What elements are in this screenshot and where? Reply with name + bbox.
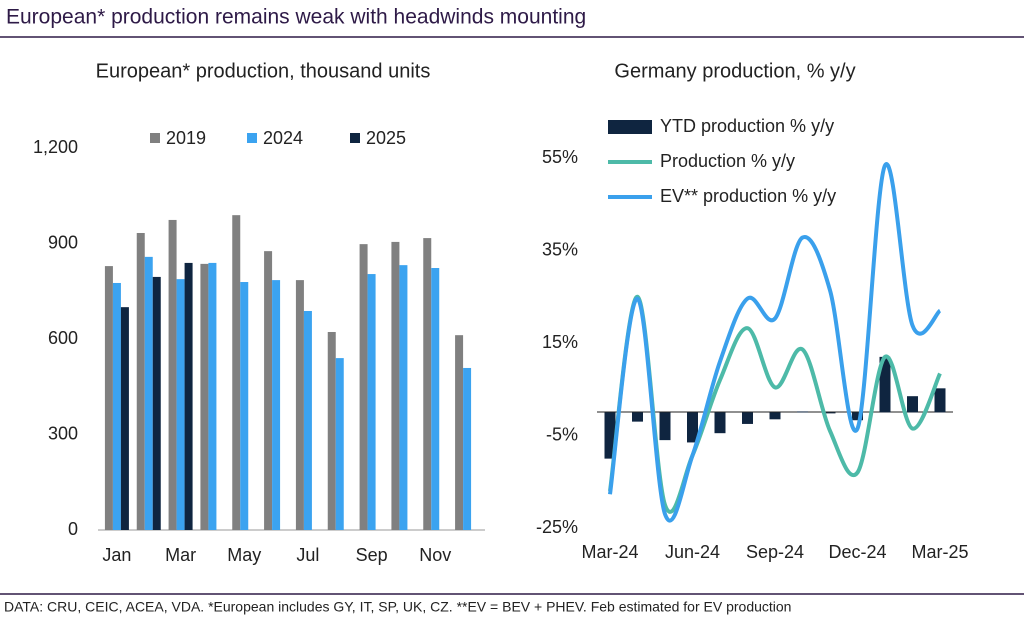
bar bbox=[184, 262, 193, 530]
bar bbox=[264, 251, 273, 530]
bar bbox=[907, 396, 918, 413]
bar bbox=[303, 310, 312, 530]
bar bbox=[152, 276, 161, 530]
bar bbox=[240, 282, 249, 530]
bar bbox=[431, 268, 440, 530]
bar bbox=[797, 411, 808, 413]
x-tick-label: Mar-24 bbox=[581, 542, 638, 562]
y-tick-label: 1,200 bbox=[33, 137, 78, 157]
bar bbox=[742, 412, 753, 424]
y-tick-label: 0 bbox=[68, 519, 78, 539]
bar bbox=[359, 244, 368, 531]
bar bbox=[295, 280, 304, 530]
bar bbox=[455, 335, 464, 530]
bar bbox=[335, 358, 344, 530]
bar bbox=[144, 256, 153, 530]
chart-title: European* production, thousand units bbox=[96, 60, 431, 82]
legend-label: EV** production % y/y bbox=[660, 186, 836, 206]
x-tick-label: Jan bbox=[102, 545, 131, 565]
line bbox=[608, 162, 942, 523]
bar bbox=[104, 266, 113, 530]
bar bbox=[632, 412, 643, 422]
bar bbox=[200, 263, 209, 530]
bar bbox=[604, 412, 616, 459]
bar bbox=[120, 307, 129, 530]
footnote: DATA: CRU, CEIC, ACEA, VDA. *European in… bbox=[4, 599, 791, 615]
x-tick-label: Nov bbox=[419, 545, 451, 565]
y-tick-label: 300 bbox=[48, 423, 78, 443]
bar bbox=[208, 262, 217, 530]
bar bbox=[769, 412, 781, 420]
bar bbox=[659, 412, 671, 441]
y-tick-label: 900 bbox=[48, 232, 78, 252]
x-tick-label: Mar bbox=[165, 545, 196, 565]
bar bbox=[879, 356, 891, 413]
x-tick-label: Dec-24 bbox=[828, 542, 886, 562]
bar bbox=[687, 412, 698, 443]
chart-title: Germany production, % y/y bbox=[614, 60, 855, 82]
page-title: European* production remains weak with h… bbox=[6, 6, 586, 29]
bar bbox=[399, 265, 408, 530]
x-tick-label: Jun-24 bbox=[665, 542, 720, 562]
bar bbox=[232, 215, 241, 530]
bar bbox=[463, 367, 472, 530]
y-tick-label: -25% bbox=[536, 517, 578, 537]
y-tick-label: 55% bbox=[542, 147, 578, 167]
y-tick-label: 15% bbox=[542, 332, 578, 352]
bar bbox=[112, 282, 121, 530]
legend-swatch bbox=[608, 120, 652, 134]
bar bbox=[423, 238, 432, 531]
bar bbox=[327, 331, 336, 530]
bar bbox=[852, 412, 863, 421]
bar bbox=[176, 279, 185, 530]
x-tick-label: Jul bbox=[296, 545, 319, 565]
legend-label: Production % y/y bbox=[660, 151, 795, 171]
legend-swatch bbox=[247, 133, 257, 143]
y-tick-label: 35% bbox=[542, 239, 578, 259]
bar bbox=[272, 280, 281, 530]
bar bbox=[168, 219, 177, 530]
x-tick-label: Sep bbox=[356, 545, 388, 565]
x-tick-label: Sep-24 bbox=[746, 542, 804, 562]
bar bbox=[367, 274, 376, 530]
legend-label: 2025 bbox=[366, 128, 406, 148]
y-tick-label: 600 bbox=[48, 328, 78, 348]
legend-swatch bbox=[350, 133, 360, 143]
legend-label: 2024 bbox=[263, 128, 303, 148]
bar bbox=[714, 412, 726, 434]
y-tick-label: -5% bbox=[546, 424, 578, 444]
bar bbox=[824, 412, 836, 414]
bar bbox=[391, 241, 400, 531]
legend-label: YTD production % y/y bbox=[660, 116, 834, 136]
x-tick-label: May bbox=[227, 545, 261, 565]
bar bbox=[136, 232, 145, 530]
x-tick-label: Mar-25 bbox=[911, 542, 968, 562]
bar bbox=[934, 388, 946, 413]
legend-swatch bbox=[150, 133, 160, 143]
legend-label: 2019 bbox=[166, 128, 206, 148]
